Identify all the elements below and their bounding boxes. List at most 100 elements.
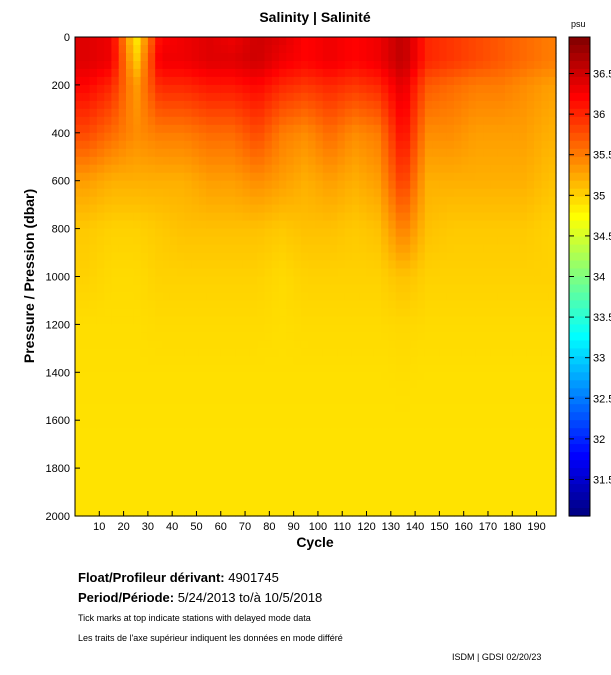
heatmap-cell xyxy=(82,61,91,70)
heatmap-cell xyxy=(213,124,222,134)
heatmap-cell xyxy=(293,380,302,389)
heatmap-cell xyxy=(213,188,222,198)
heatmap-cell xyxy=(162,308,171,317)
heatmap-cell xyxy=(300,500,309,509)
heatmap-cell xyxy=(315,388,324,397)
heatmap-cell xyxy=(228,428,236,437)
heatmap-cell xyxy=(249,484,258,493)
heatmap-cell xyxy=(359,45,368,54)
heatmap-cell xyxy=(177,260,185,270)
heatmap-cell xyxy=(118,252,127,262)
heatmap-cell xyxy=(512,396,521,405)
heatmap-cell xyxy=(505,236,513,246)
heatmap-cell xyxy=(162,212,171,222)
heatmap-cell xyxy=(541,276,550,286)
heatmap-cell xyxy=(155,172,164,182)
heatmap-cell xyxy=(468,476,477,485)
float-id: 4901745 xyxy=(228,570,279,585)
heatmap-cell xyxy=(220,68,229,78)
heatmap-cell xyxy=(519,220,528,230)
heatmap-cell xyxy=(351,284,360,294)
heatmap-cell xyxy=(395,84,404,94)
heatmap-cell xyxy=(308,92,317,102)
heatmap-cell xyxy=(403,172,411,182)
heatmap-cell xyxy=(111,420,120,429)
heatmap-cell xyxy=(475,428,484,437)
heatmap-cell xyxy=(381,356,389,365)
heatmap-cell xyxy=(213,92,222,102)
heatmap-cell xyxy=(220,436,229,445)
heatmap-cell xyxy=(483,84,491,94)
heatmap-cell xyxy=(198,188,207,198)
heatmap-cell xyxy=(395,468,404,477)
heatmap-cell xyxy=(198,300,207,310)
heatmap-cell xyxy=(264,292,273,302)
heatmap-cell xyxy=(140,364,149,373)
heatmap-cell xyxy=(82,212,91,222)
heatmap-cell xyxy=(373,124,382,134)
heatmap-cell xyxy=(454,260,462,270)
heatmap-cell xyxy=(264,92,273,102)
heatmap-cell xyxy=(381,156,389,166)
heatmap-cell xyxy=(395,268,404,278)
heatmap-cell xyxy=(279,284,287,294)
heatmap-cell xyxy=(381,332,389,341)
heatmap-cell xyxy=(140,340,149,349)
heatmap-cell xyxy=(468,61,477,70)
heatmap-cell xyxy=(147,45,156,54)
heatmap-cell xyxy=(249,45,258,54)
heatmap-cell xyxy=(89,37,98,46)
heatmap-cell xyxy=(497,412,506,421)
heatmap-cell xyxy=(351,260,360,270)
heatmap-cell xyxy=(454,164,462,174)
heatmap-cell xyxy=(424,68,433,78)
heatmap-cell xyxy=(213,444,222,453)
colorbar-swatch xyxy=(569,132,590,142)
heatmap-cell xyxy=(155,164,164,174)
heatmap-cell xyxy=(147,84,156,94)
heatmap-cell xyxy=(206,284,215,294)
heatmap-cell xyxy=(512,61,521,70)
heatmap-cell xyxy=(126,276,134,286)
heatmap-cell xyxy=(526,412,535,421)
heatmap-cell xyxy=(454,172,462,182)
heatmap-cell xyxy=(118,148,127,158)
heatmap-cell xyxy=(439,148,448,158)
heatmap-cell xyxy=(541,468,550,477)
heatmap-cell xyxy=(147,276,156,286)
heatmap-cell xyxy=(126,156,134,166)
heatmap-cell xyxy=(308,116,317,126)
x-tick-label: 180 xyxy=(503,521,521,533)
heatmap-cell xyxy=(337,500,346,509)
heatmap-cell xyxy=(330,100,338,110)
heatmap-cell xyxy=(526,37,535,46)
heatmap-cell xyxy=(198,92,207,102)
heatmap-cell xyxy=(395,53,404,62)
heatmap-cell xyxy=(497,468,506,477)
heatmap-cell xyxy=(497,316,506,325)
heatmap-cell xyxy=(534,236,542,246)
heatmap-cell xyxy=(432,276,440,286)
heatmap-cell xyxy=(198,476,207,485)
heatmap-cell xyxy=(403,148,411,158)
heatmap-cell xyxy=(279,492,287,501)
heatmap-cell xyxy=(293,140,302,150)
x-tick-label: 100 xyxy=(309,521,327,533)
heatmap-cell xyxy=(432,196,440,206)
heatmap-cell xyxy=(198,396,207,405)
heatmap-cell xyxy=(315,37,324,46)
heatmap-cell xyxy=(534,308,542,317)
heatmap-cell xyxy=(96,84,105,94)
heatmap-cell xyxy=(432,220,440,230)
heatmap-cell xyxy=(242,356,251,365)
heatmap-cell xyxy=(497,460,506,469)
heatmap-cell xyxy=(147,396,156,405)
heatmap-cell xyxy=(177,220,185,230)
heatmap-cell xyxy=(490,476,499,485)
heatmap-cell xyxy=(257,372,266,381)
heatmap-cell xyxy=(104,444,113,453)
heatmap-cell xyxy=(344,116,353,126)
heatmap-cell xyxy=(395,116,404,126)
heatmap-cell xyxy=(322,452,331,461)
heatmap-cell xyxy=(177,45,185,54)
